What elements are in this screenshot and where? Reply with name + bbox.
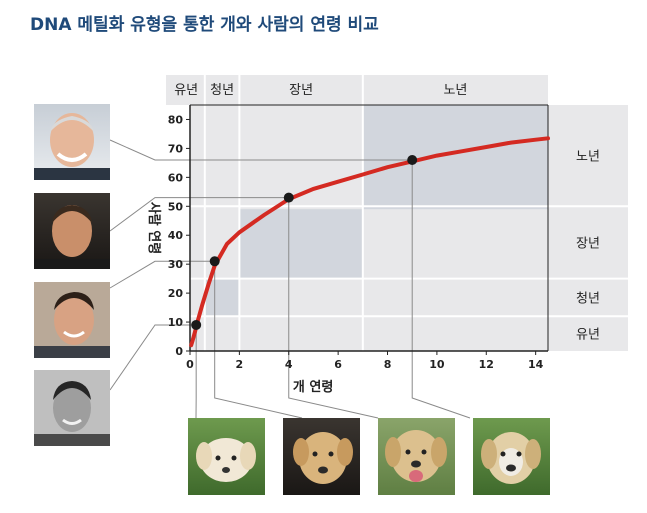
x-tick-label: 2	[236, 358, 244, 371]
x-tick-label: 6	[334, 358, 342, 371]
adult-dog-photo	[378, 418, 455, 495]
puppy-photo	[188, 418, 265, 495]
y-tick-label: 60	[168, 171, 184, 184]
human-connector-line	[109, 139, 413, 161]
old-dog-photo	[473, 418, 550, 495]
top-stage-label: 장년	[289, 83, 313, 98]
dog-connector-line	[214, 261, 303, 419]
dog-connector-line	[411, 159, 471, 419]
x-tick-label: 4	[285, 358, 293, 371]
y-tick-label: 70	[168, 142, 184, 155]
y-tick-label: 30	[168, 258, 184, 271]
y-axis-label: 사람 연령	[146, 202, 162, 254]
young-man-photo	[34, 282, 110, 358]
page-title: DNA 메틸화 유형을 통한 개와 사람의 연령 비교	[30, 15, 379, 35]
y-tick-label: 10	[168, 316, 184, 329]
boy-photo	[34, 370, 110, 446]
side-stage-label: 유년	[576, 328, 600, 343]
side-stage-band	[548, 105, 628, 351]
highlight-point	[191, 319, 202, 330]
top-stage-label: 유년	[174, 83, 198, 98]
top-stage-label: 노년	[443, 83, 467, 98]
x-tick-label: 12	[479, 358, 494, 371]
highlight-point	[283, 192, 294, 203]
x-tick-label: 14	[528, 358, 544, 371]
age-curve-line	[189, 136, 550, 348]
highlight-point	[209, 256, 220, 267]
elder-man-photo	[34, 104, 110, 180]
x-tick-label: 10	[429, 358, 445, 371]
side-stage-label: 장년	[576, 236, 600, 251]
stage-region-2	[362, 105, 548, 210]
human-connector-line	[109, 324, 197, 391]
y-tick-label: 80	[168, 113, 184, 126]
y-tick-label: 40	[168, 229, 184, 242]
y-tick-label: 20	[168, 287, 184, 300]
human-connector-line	[109, 197, 289, 232]
side-stage-label: 청년	[576, 291, 600, 306]
x-axis-label: 개 연령	[293, 380, 333, 395]
top-stage-label: 청년	[210, 83, 234, 98]
stage-region-0	[204, 278, 240, 317]
highlight-point	[407, 154, 418, 165]
x-tick-label: 8	[384, 358, 392, 371]
top-stage-band	[166, 75, 548, 105]
dog-connector-line	[288, 197, 379, 419]
y-tick-label: 50	[168, 200, 184, 213]
young-dog-photo	[283, 418, 360, 495]
middle-aged-man-photo	[34, 193, 110, 269]
side-stage-label: 노년	[576, 150, 600, 165]
x-tick-label: 0	[186, 358, 194, 371]
human-connector-line	[109, 260, 215, 289]
stage-region-1	[239, 209, 363, 279]
y-tick-label: 0	[175, 345, 183, 358]
